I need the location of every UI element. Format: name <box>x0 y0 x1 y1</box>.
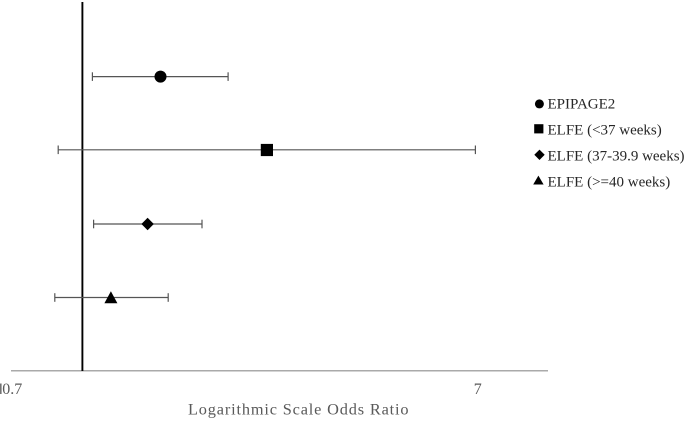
svg-text:ELFE (<37 weeks): ELFE (<37 weeks) <box>548 123 662 139</box>
svg-text:ELFE (37-39.9 weeks): ELFE (37-39.9 weeks) <box>548 149 685 165</box>
svg-text:7: 7 <box>474 381 482 398</box>
svg-text:Logarithmic Scale Odds Ratio: Logarithmic Scale Odds Ratio <box>188 400 409 419</box>
svg-text:0.7: 0.7 <box>2 381 22 398</box>
svg-text:ELFE (>=40 weeks): ELFE (>=40 weeks) <box>548 174 671 190</box>
svg-text:EPIPAGE2: EPIPAGE2 <box>548 97 616 113</box>
